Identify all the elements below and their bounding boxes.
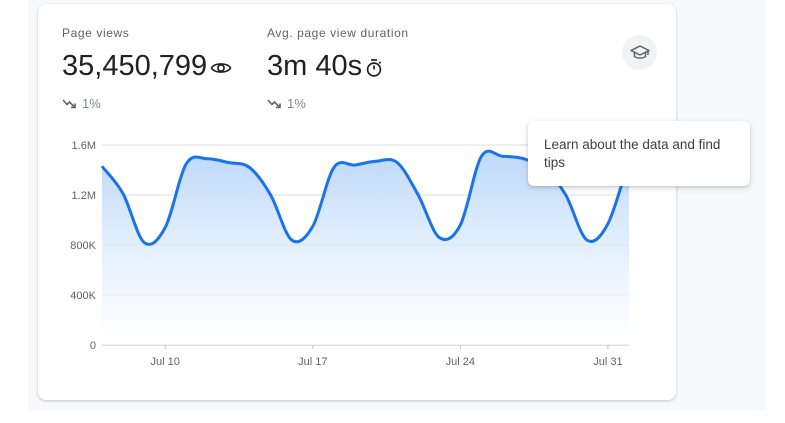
y-tick-label: 1.6M — [72, 140, 96, 152]
data-point — [142, 241, 146, 245]
data-point — [163, 226, 167, 230]
data-point — [100, 164, 104, 168]
data-point — [522, 157, 526, 161]
learn-tooltip: Learn about the data and find tips — [528, 121, 750, 186]
data-point — [458, 223, 462, 227]
data-point — [564, 193, 568, 197]
metric-value: 35,450,799 — [62, 49, 208, 82]
metric-change-value: 1% — [287, 96, 306, 111]
metric-change: 1% — [267, 96, 409, 111]
x-tick-label: Jul 10 — [151, 356, 180, 368]
trending-down-icon — [267, 99, 281, 109]
data-point — [311, 224, 315, 228]
data-point — [374, 159, 378, 163]
metric-value: 3m 40s — [267, 49, 363, 82]
tooltip-text: Learn about the data and find tips — [544, 137, 721, 170]
y-tick-label: 1.2M — [72, 190, 96, 202]
trending-down-icon — [62, 99, 76, 109]
data-point — [395, 161, 399, 165]
data-point — [437, 236, 441, 240]
series-area-fill — [102, 151, 629, 345]
data-point — [606, 222, 610, 226]
metric-avg-duration[interactable]: Avg. page view duration 3m 40s 1% — [267, 26, 409, 111]
metric-change: 1% — [62, 96, 232, 111]
eye-icon — [210, 63, 232, 73]
data-point — [332, 166, 336, 170]
data-point — [353, 163, 357, 167]
data-point — [269, 193, 273, 197]
metric-value-row: 3m 40s — [267, 49, 409, 83]
data-point — [501, 154, 505, 158]
metric-label: Page views — [62, 26, 130, 40]
y-tick-label: 800K — [70, 240, 96, 252]
data-point — [585, 238, 589, 242]
data-point — [416, 193, 420, 197]
y-tick-label: 400K — [70, 290, 96, 302]
data-point — [184, 162, 188, 166]
learn-about-data-button[interactable] — [622, 35, 657, 70]
x-tick-label: Jul 17 — [298, 356, 327, 368]
data-point — [121, 192, 125, 196]
metric-change-value: 1% — [82, 96, 101, 111]
metric-label: Avg. page view duration — [267, 26, 409, 40]
x-tick-label: Jul 24 — [446, 356, 475, 368]
metric-page-views[interactable]: Page views 35,450,799 1% — [62, 26, 232, 111]
timer-icon — [366, 59, 382, 77]
x-tick-label: Jul 31 — [593, 356, 622, 368]
metric-value-row: 35,450,799 — [62, 49, 232, 83]
y-tick-label: 0 — [90, 340, 96, 352]
data-point — [290, 238, 294, 242]
data-point — [205, 157, 209, 161]
graduation-cap-icon — [629, 44, 650, 59]
data-point — [479, 154, 483, 158]
data-point — [248, 166, 252, 170]
data-point — [226, 161, 230, 165]
